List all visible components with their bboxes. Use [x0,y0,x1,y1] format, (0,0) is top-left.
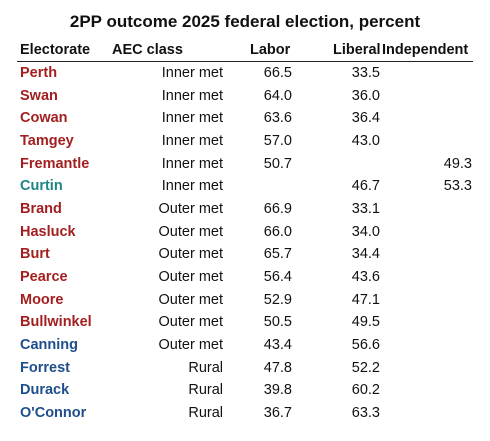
electorate: Brand [20,201,62,218]
labor-value: 43.4 [263,337,292,354]
labor-value: 39.8 [263,382,292,399]
liberal-value: 43.0 [351,133,380,149]
electorate: Hasluck [20,223,76,240]
aec-class: Outer met [158,246,223,263]
labor-value: 66.5 [263,65,292,81]
liberal-value: 36.0 [351,87,380,104]
labor-value: 52.9 [263,291,292,308]
aec-class: Outer met [158,291,223,308]
liberal-value: 43.6 [351,269,380,286]
liberal-value: 49.5 [351,314,380,331]
independent-value: 53.3 [443,178,472,195]
column-header: Electorate [20,42,91,58]
electorate: O'Connor [20,405,87,422]
labor-value: 64.0 [263,87,292,104]
aec-class: Outer met [158,314,223,331]
labor-value: 57.0 [263,133,292,149]
liberal-value: 33.1 [351,201,380,218]
labor-value: 65.7 [263,246,292,263]
aec-class: Rural [188,405,223,422]
header-rule [17,61,473,62]
aec-class: Outer met [158,269,223,286]
aec-class: Outer met [158,201,223,218]
electorate: Durack [20,382,70,399]
electorate: Moore [20,291,64,308]
liberal-value: 63.3 [351,405,380,422]
liberal-value: 33.5 [351,65,380,81]
labor-value: 50.5 [263,314,292,331]
title: 2PP outcome 2025 federal election, perce… [69,12,421,31]
labor-value: 47.8 [263,359,292,376]
aec-class: Inner met [161,178,223,195]
electorate: Tamgey [20,133,74,149]
aec-class: Inner met [161,155,223,172]
column-header: Labor [250,42,291,58]
labor-value: 36.7 [263,405,292,422]
column-header: AEC class [112,42,183,58]
electorate: Burt [20,246,50,263]
labor-value: 63.6 [263,110,292,127]
aec-class: Outer met [158,337,223,354]
liberal-value: 46.7 [351,178,380,195]
labor-value: 66.9 [263,201,292,218]
liberal-value: 47.1 [351,291,380,308]
aec-class: Rural [188,382,223,399]
electorate: Cowan [20,110,68,127]
liberal-value: 34.0 [351,223,380,240]
aec-class: Inner met [161,110,223,127]
independent-value: 49.3 [443,155,472,172]
liberal-value: 56.6 [351,337,380,354]
aec-class: Inner met [161,87,223,104]
column-header: Liberal [333,42,381,58]
electorate: Bullwinkel [20,314,92,331]
electorate: Perth [20,65,58,81]
aec-class: Inner met [161,133,223,149]
aec-class: Rural [188,359,223,376]
labor-value: 66.0 [263,223,292,240]
electorate: Canning [20,337,78,354]
aec-class: Inner met [161,65,223,81]
liberal-value: 52.2 [351,359,380,376]
electorate: Fremantle [20,155,90,172]
liberal-value: 36.4 [351,110,380,127]
electorate: Forrest [20,359,70,376]
labor-value: 56.4 [263,269,292,286]
liberal-value: 34.4 [351,246,380,263]
aec-class: Outer met [158,223,223,240]
electorate: Curtin [20,178,63,195]
labor-value: 50.7 [263,155,292,172]
electorate: Swan [20,87,58,104]
column-header: Independent [382,42,469,58]
electorate: Pearce [20,269,68,286]
liberal-value: 60.2 [351,382,380,399]
